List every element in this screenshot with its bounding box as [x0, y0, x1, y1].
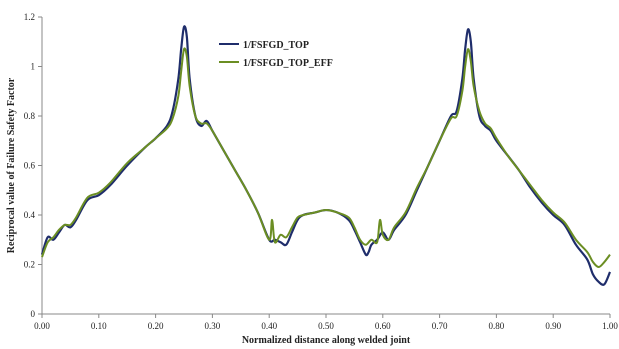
x-tick-label: 0.50 [318, 321, 334, 331]
y-tick-label: 0.2 [24, 260, 35, 270]
y-tick-label: 1 [31, 62, 36, 72]
x-tick-label: 0.00 [34, 321, 50, 331]
x-tick-label: 0.40 [261, 321, 277, 331]
x-tick-label: 0.60 [375, 321, 391, 331]
x-tick-label: 0.20 [148, 321, 164, 331]
y-tick-label: 0.4 [24, 210, 36, 220]
legend-label-top-eff: 1/FSFGD_TOP_EFF [243, 58, 333, 69]
x-ticks: 0.00 0.10 0.20 0.30 0.40 0.50 0.60 0.70 0.80 0.90… [34, 314, 618, 331]
x-tick-label: 0.80 [489, 321, 505, 331]
y-tick-label: 0.8 [24, 111, 36, 121]
y-tick-label: 0.6 [24, 161, 36, 171]
y-tick-label: 0 [31, 309, 36, 319]
y-tick-label: 1.2 [24, 12, 35, 22]
y-ticks: 0 0.2 0.4 0.6 0.8 1 1.2 [24, 12, 42, 319]
y-axis-title: Reciprocal value of Failure Safety Facto… [6, 77, 17, 253]
x-tick-label: 0.70 [432, 321, 448, 331]
x-tick-label: 1.00 [602, 321, 618, 331]
series-line-top-eff [41, 47, 611, 268]
x-axis-title: Normalized distance along welded joint [242, 335, 411, 346]
series-lines [40, 25, 612, 286]
x-tick-label: 0.90 [545, 321, 561, 331]
x-tick-label: 0.10 [91, 321, 107, 331]
x-tick-label: 0.30 [205, 321, 221, 331]
legend-label-top: 1/FSFGD_TOP [243, 40, 309, 51]
legend: 1/FSFGD_TOP 1/FSFGD_TOP_EFF [219, 40, 333, 69]
